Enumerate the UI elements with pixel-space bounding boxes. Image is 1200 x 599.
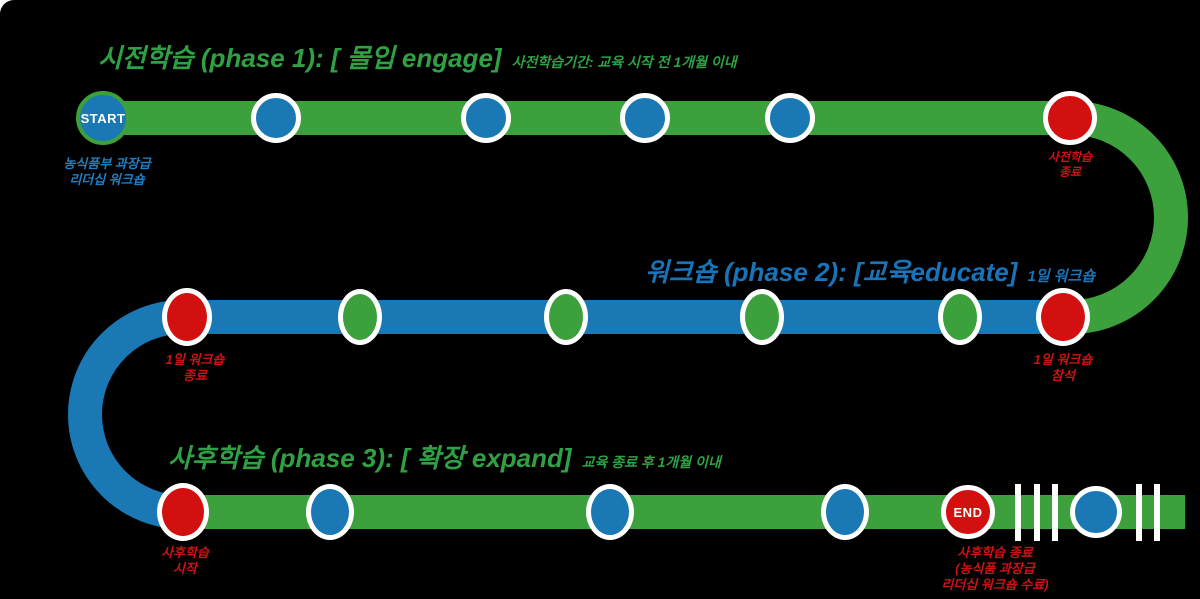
- station-phase1-1: [251, 93, 301, 143]
- station-phase3-3: [821, 484, 869, 540]
- end-tick-bar: [1136, 484, 1142, 541]
- start-caption: 농식품부 과장급 리더십 워크숍: [63, 156, 151, 187]
- phase3-title-sub: 교육 종료 후 1개월 이내: [581, 454, 721, 470]
- station-phase1-2: [461, 93, 511, 143]
- station-phase3-1: [306, 484, 354, 540]
- phase1-title-main: 시전학습 (phase 1): [ 몰입 engage]: [98, 43, 502, 73]
- phase1-title: 시전학습 (phase 1): [ 몰입 engage] 사전학습기간: 교육 …: [98, 38, 737, 75]
- station-phase3-extra: [1070, 486, 1122, 538]
- workshop-attend-caption: 1일 워크숍 참석: [1033, 352, 1093, 383]
- phase1-title-sub: 사전학습기간: 교육 시작 전 1개월 이내: [511, 54, 737, 70]
- station-phase1-3: [620, 93, 670, 143]
- workshop-end-caption: 1일 워크숍 종료: [165, 352, 225, 383]
- end-node: END: [941, 485, 995, 539]
- route-phase1-band: [100, 101, 1072, 135]
- end-tick-bar: [1015, 484, 1021, 541]
- station-phase3-start: [157, 483, 209, 541]
- end-label: END: [953, 504, 983, 520]
- phase3-title-main: 사후학습 (phase 3): [ 확장 expand]: [168, 443, 572, 473]
- phase2-title-main: 워크숍 (phase 2): [교육educate]: [645, 257, 1018, 287]
- station-phase2-3: [740, 289, 784, 345]
- phase3-start-caption: 사후학습 시작: [161, 545, 209, 576]
- route-phase2-band: [183, 300, 1063, 334]
- station-phase1-4: [765, 93, 815, 143]
- end-tick-bar: [1154, 484, 1160, 541]
- station-phase2-2: [544, 289, 588, 345]
- station-phase1-end: [1043, 91, 1097, 145]
- phase3-title: 사후학습 (phase 3): [ 확장 expand] 교육 종료 후 1개월…: [168, 438, 721, 475]
- end-tick-bar: [1052, 484, 1058, 541]
- station-workshop-attend: [1036, 288, 1090, 346]
- phase1-end-caption: 사전학습 종료: [1047, 150, 1093, 179]
- station-phase2-1: [338, 289, 382, 345]
- start-node: START: [76, 91, 130, 145]
- station-workshop-end: [162, 288, 212, 346]
- phase2-title: 워크숍 (phase 2): [교육educate] 1일 워크숍: [645, 252, 1095, 289]
- station-phase2-4: [938, 289, 982, 345]
- station-phase3-2: [586, 484, 634, 540]
- end-caption: 사후학습 종료 (농식품 과장급 리더십 워크숍 수료): [941, 545, 1049, 592]
- start-label: START: [80, 110, 126, 126]
- end-tick-bar: [1034, 484, 1040, 541]
